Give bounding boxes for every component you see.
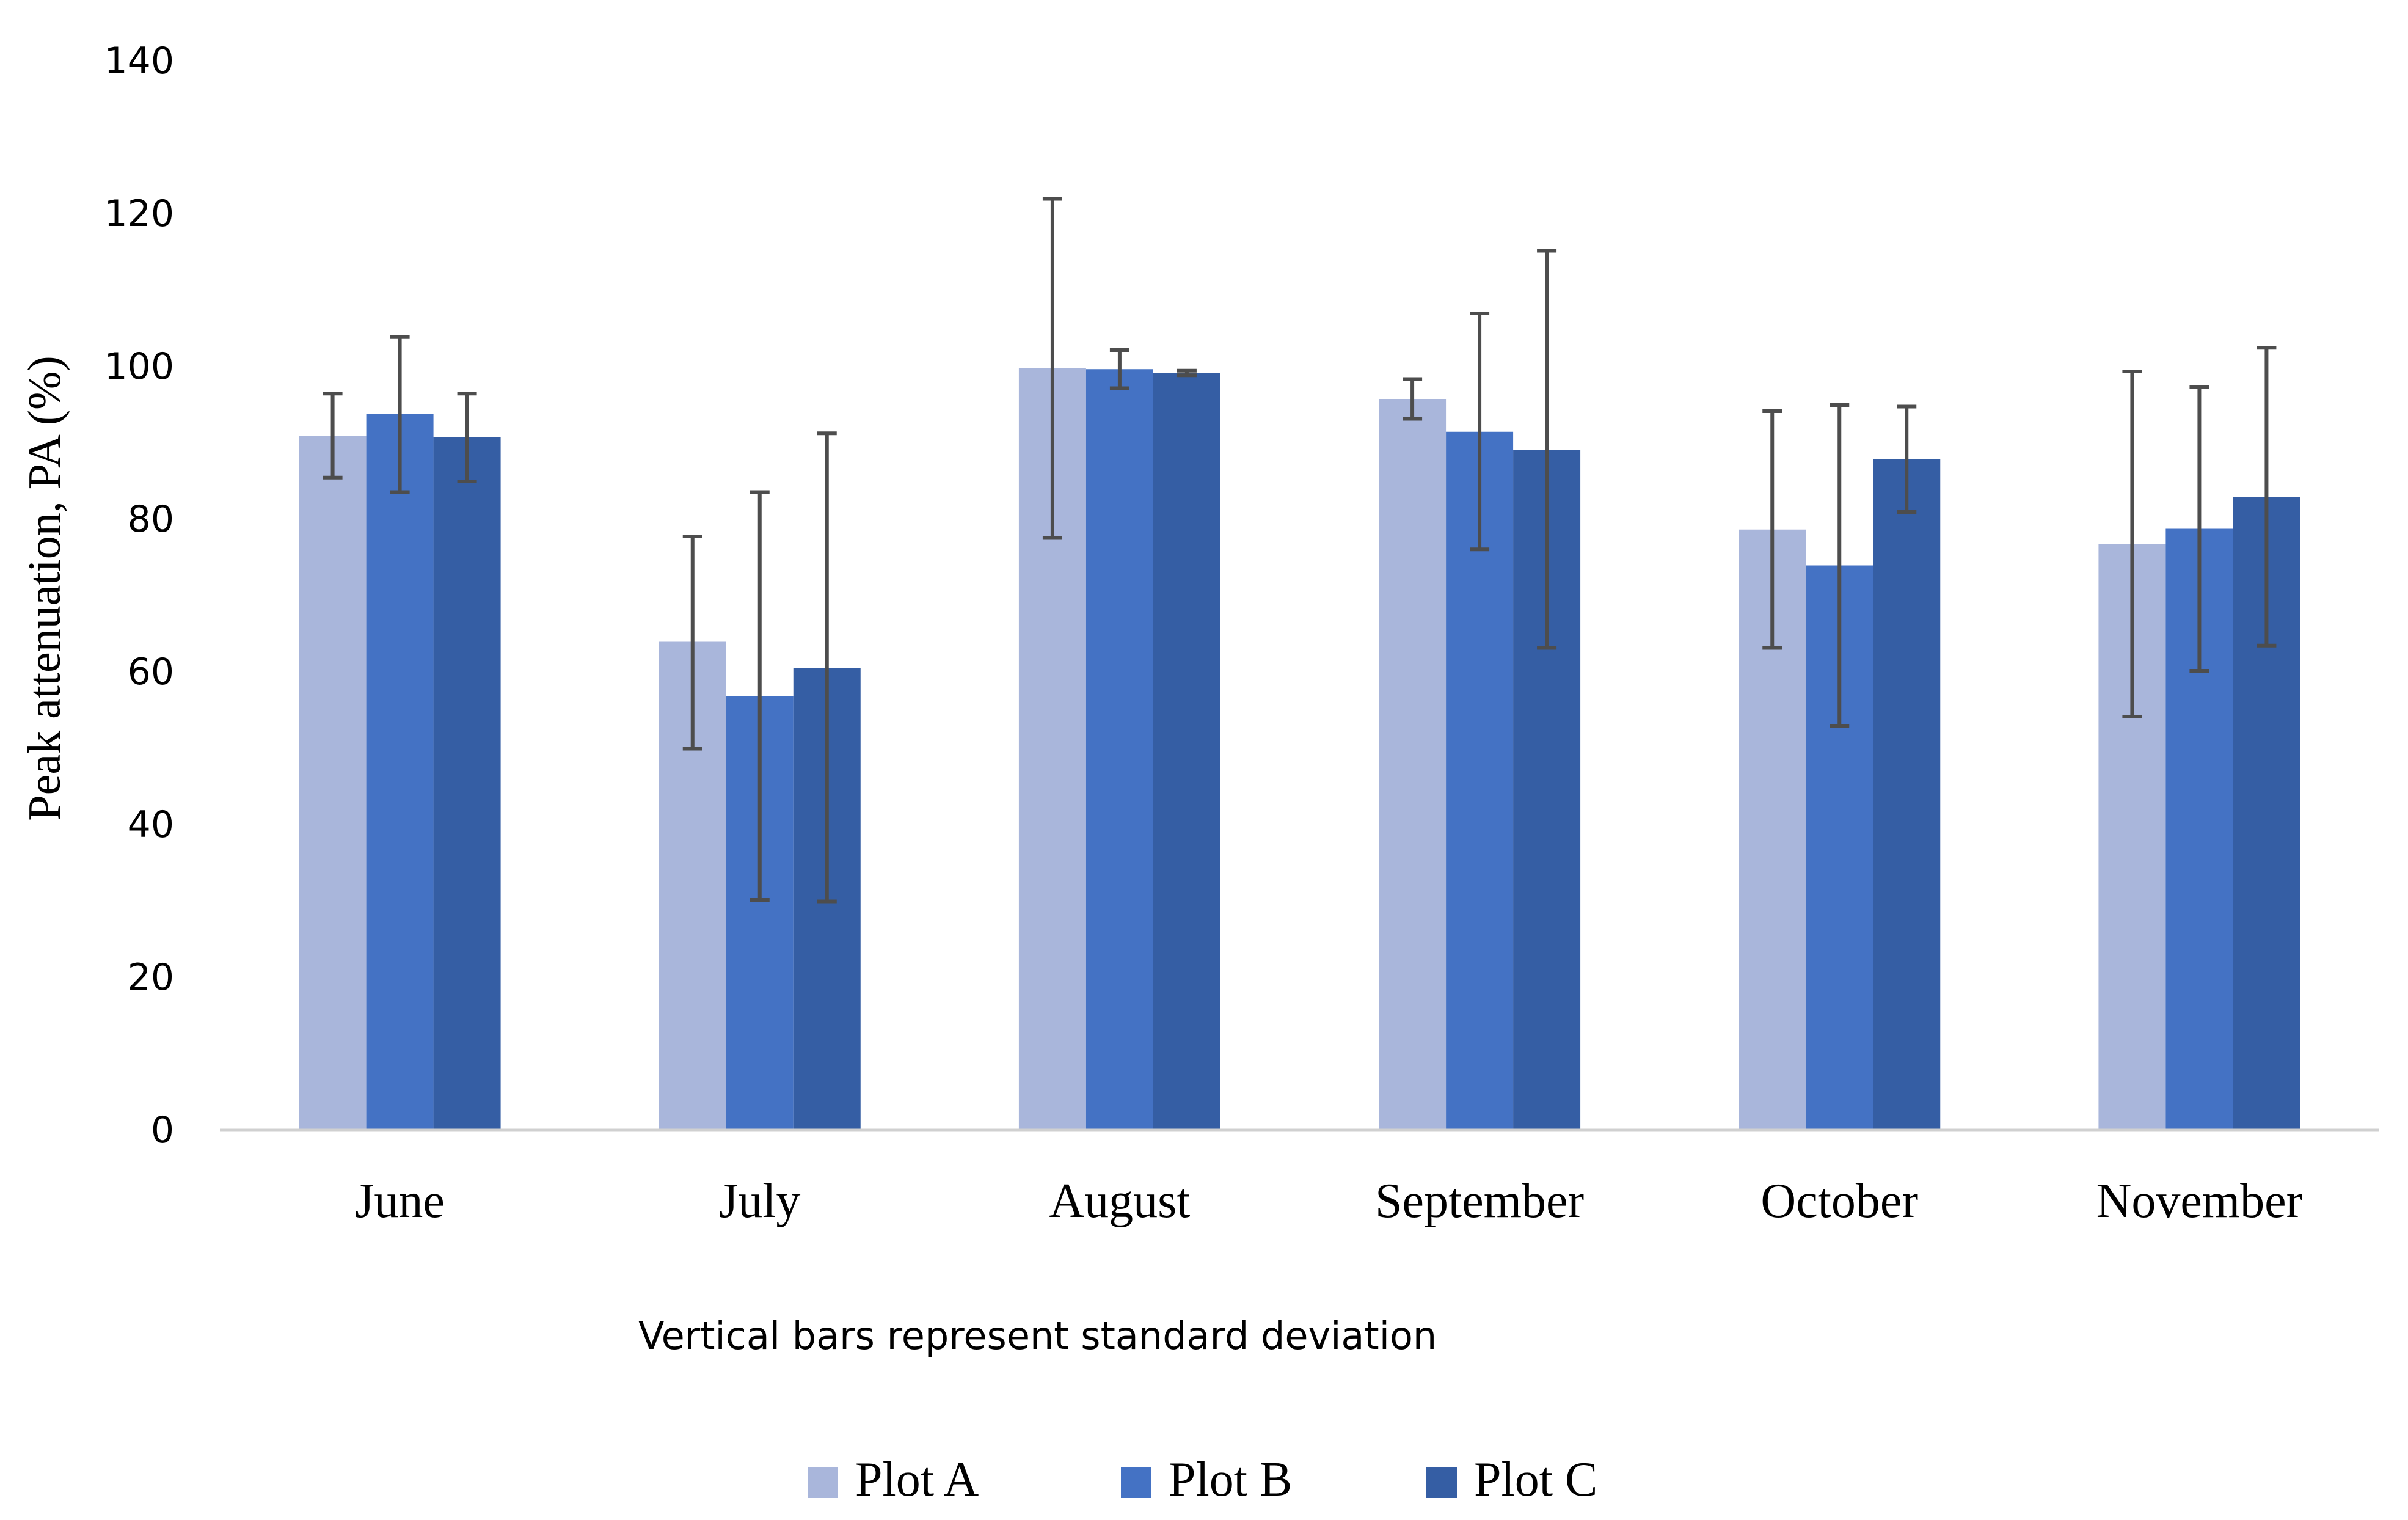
bar-plot-a-june	[299, 436, 367, 1129]
y-axis-ticks: 0 20 40 60 80 100 120 140	[104, 40, 174, 1152]
y-tick-label: 140	[104, 40, 174, 82]
bar-plot-c-august	[1153, 373, 1220, 1129]
error-bar	[682, 535, 702, 751]
error-bar	[750, 490, 770, 902]
error-bar	[1762, 409, 1782, 650]
error-bar	[1177, 368, 1197, 378]
error-bar	[1897, 404, 1917, 514]
error-bar	[817, 431, 837, 904]
legend-swatch	[1121, 1467, 1151, 1498]
y-tick-label: 100	[104, 345, 174, 388]
x-axis-category-labels: June July August September October November	[355, 1174, 2302, 1228]
bar-plot-a-september	[1379, 399, 1447, 1129]
y-axis-label: Peak attenuation, PA (%)	[19, 356, 70, 820]
error-bar	[1042, 197, 1062, 540]
error-bar	[1403, 377, 1423, 421]
error-bar	[2189, 385, 2209, 673]
x-tick-label: October	[1760, 1174, 1918, 1228]
x-tick-label: November	[2096, 1174, 2303, 1228]
x-tick-label: July	[719, 1174, 800, 1228]
bar-plot-c-october	[1873, 459, 1941, 1129]
y-tick-label: 120	[104, 192, 174, 235]
bar-plot-b-august	[1085, 369, 1153, 1129]
legend-item-plot-a: Plot A	[808, 1453, 979, 1507]
error-bar	[1830, 403, 1850, 728]
legend-swatch	[808, 1467, 838, 1498]
legend-item-plot-c: Plot C	[1426, 1453, 1597, 1507]
error-bar	[2122, 370, 2142, 718]
y-tick-label: 0	[151, 1109, 174, 1152]
x-tick-label: September	[1375, 1174, 1584, 1228]
bar-plot-b-june	[366, 414, 434, 1129]
error-bar	[323, 392, 343, 480]
error-bar	[390, 335, 410, 494]
error-bar	[1537, 249, 1557, 650]
y-tick-label: 80	[128, 498, 174, 541]
legend-label: Plot C	[1474, 1453, 1597, 1507]
chart-note: Vertical bars represent standard deviati…	[638, 1314, 1437, 1358]
y-tick-label: 40	[128, 803, 174, 846]
bar-plot-c-june	[433, 437, 501, 1129]
legend: Plot A Plot B Plot C	[808, 1453, 1597, 1507]
error-bars	[323, 197, 2277, 904]
error-bar	[2257, 346, 2277, 648]
y-tick-label: 60	[128, 651, 174, 693]
legend-item-plot-b: Plot B	[1121, 1453, 1292, 1507]
legend-swatch	[1426, 1467, 1457, 1498]
bar-groups	[299, 368, 2300, 1129]
error-bar	[1470, 312, 1490, 552]
error-bar	[457, 392, 477, 483]
error-bar	[1109, 348, 1129, 390]
y-tick-label: 20	[128, 956, 174, 999]
x-tick-label: August	[1049, 1174, 1190, 1228]
legend-label: Plot B	[1169, 1453, 1292, 1507]
legend-label: Plot A	[855, 1453, 979, 1507]
x-tick-label: June	[355, 1174, 445, 1228]
